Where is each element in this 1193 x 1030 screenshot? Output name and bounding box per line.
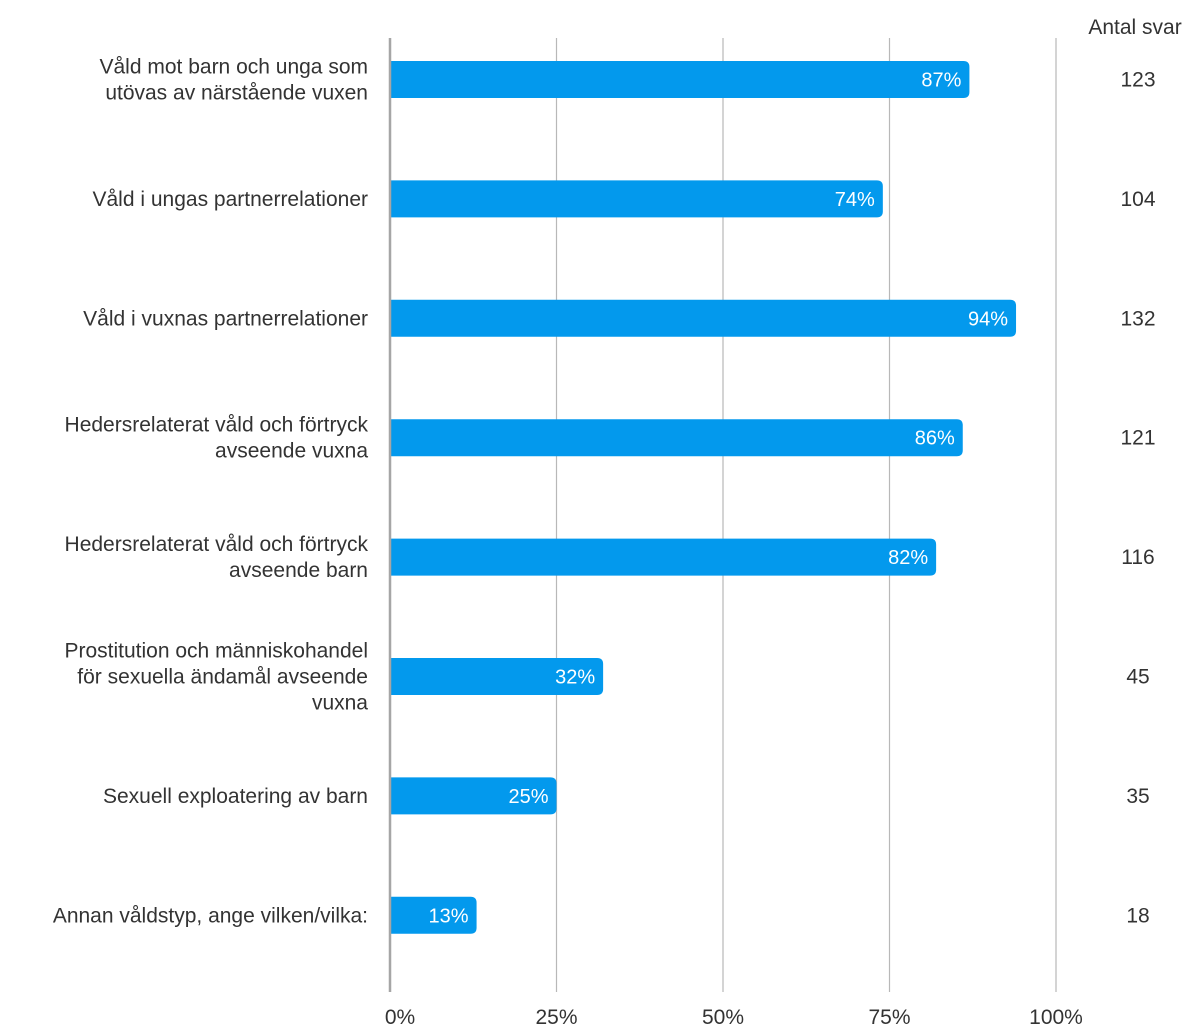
count-value: 18 bbox=[1126, 904, 1149, 927]
category-label: avseende barn bbox=[229, 559, 368, 582]
category-label: vuxna bbox=[312, 692, 368, 715]
category-label: Hedersrelaterat våld och förtryck bbox=[65, 533, 369, 556]
category-label: Sexuell exploatering av barn bbox=[103, 785, 368, 808]
count-column-header: Antal svar bbox=[1088, 16, 1181, 39]
bars: 87% 74% 94% 86% 82% 32% 25% 13% bbox=[390, 61, 1017, 934]
x-tick-label: 75% bbox=[868, 1006, 910, 1029]
count-value: 132 bbox=[1120, 307, 1155, 330]
bar bbox=[390, 538, 937, 576]
category-label: utövas av närstående vuxen bbox=[105, 82, 368, 105]
category-label: Våld mot barn och unga som bbox=[100, 56, 369, 79]
bar bbox=[390, 658, 604, 695]
bar-value-label: 32% bbox=[555, 667, 595, 689]
count-value: 123 bbox=[1120, 69, 1155, 92]
bar bbox=[390, 61, 970, 98]
category-label: för sexuella ändamål avseende bbox=[77, 666, 368, 689]
count-value: 116 bbox=[1121, 546, 1154, 569]
bar-value-label: 87% bbox=[921, 70, 961, 92]
count-value: 121 bbox=[1120, 427, 1155, 450]
category-label: avseende vuxna bbox=[215, 440, 368, 463]
category-label: Prostitution och människohandel bbox=[64, 640, 368, 663]
count-value: 35 bbox=[1126, 785, 1149, 808]
x-tick-label: 50% bbox=[702, 1006, 744, 1029]
count-value: 104 bbox=[1120, 188, 1155, 211]
bar-value-label: 13% bbox=[429, 905, 469, 927]
bar-value-label: 86% bbox=[915, 428, 955, 450]
bar-value-label: 74% bbox=[835, 189, 875, 211]
bar-value-label: 25% bbox=[508, 786, 548, 808]
category-label: Hedersrelaterat våld och förtryck bbox=[65, 414, 369, 437]
category-label: Annan våldstyp, ange vilken/vilka: bbox=[53, 904, 368, 927]
x-tick-label: 100% bbox=[1029, 1006, 1083, 1029]
bar bbox=[390, 419, 963, 457]
bar bbox=[390, 299, 1017, 337]
count-column: Antal svar 123 104 132 121 116 45 35 18 bbox=[1088, 16, 1181, 927]
bar bbox=[390, 180, 883, 218]
bar-value-label: 82% bbox=[888, 547, 928, 569]
x-tick-label: 0% bbox=[385, 1006, 415, 1029]
x-axis-ticks: 0% 25% 50% 75% 100% bbox=[385, 1006, 1083, 1029]
count-value: 45 bbox=[1126, 666, 1149, 689]
bar-value-label: 94% bbox=[968, 308, 1008, 330]
category-labels: Våld mot barn och unga som utövas av närs… bbox=[53, 56, 369, 928]
bar bbox=[390, 896, 477, 934]
x-tick-label: 25% bbox=[535, 1006, 577, 1029]
bar bbox=[390, 777, 557, 815]
category-label: Våld i vuxnas partnerrelationer bbox=[83, 307, 368, 330]
category-label: Våld i ungas partnerrelationer bbox=[92, 188, 368, 211]
